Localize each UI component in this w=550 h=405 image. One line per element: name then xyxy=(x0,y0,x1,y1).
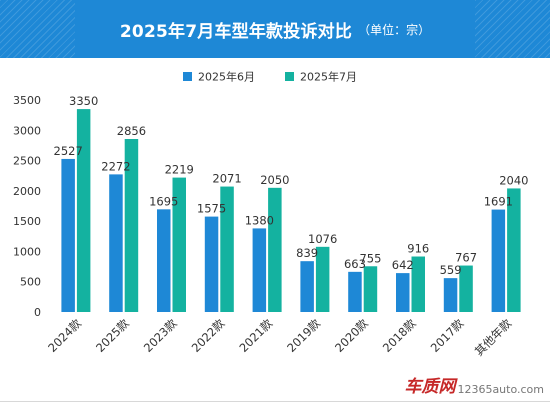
bar xyxy=(204,216,219,312)
data-label: 1691 xyxy=(484,195,513,209)
legend-swatch-2 xyxy=(285,72,294,81)
data-label: 2527 xyxy=(54,144,83,158)
chart-title-unit: （单位：宗） xyxy=(358,22,431,37)
x-tick-label: 2024款 xyxy=(45,316,84,355)
y-tick-label: 2000 xyxy=(13,185,41,198)
chart-title: 2025年7月车型年款投诉对比 （单位：宗） xyxy=(0,0,550,58)
bar xyxy=(157,209,171,312)
title-banner: 2025年7月车型年款投诉对比 （单位：宗） xyxy=(0,0,550,58)
bar xyxy=(348,271,362,312)
legend-label-1: 2025年6月 xyxy=(198,70,255,84)
banner-stripe-left xyxy=(0,0,75,58)
legend: 2025年6月 2025年7月 xyxy=(183,70,357,84)
chart-area: 2025年6月 2025年7月 0 500 1000 1500 2000 2500 3000 3… xyxy=(0,58,550,402)
data-label: 767 xyxy=(455,251,477,265)
chart-title-main: 2025年7月车型年款投诉对比 xyxy=(119,21,353,42)
x-tick-label: 其他年款 xyxy=(472,316,515,359)
bar xyxy=(124,139,139,312)
y-tick-label: 3000 xyxy=(13,124,41,137)
watermark-brand: 车质网 xyxy=(404,377,456,397)
x-tick-label: 2021款 xyxy=(236,316,275,355)
x-tick-label: 2018款 xyxy=(380,316,419,355)
x-axis: 2024款 2025款 2023款 2022款 2021款 2019款 2020款 2018款… xyxy=(45,316,514,359)
bar xyxy=(507,188,521,312)
bar xyxy=(61,158,75,312)
bar-series xyxy=(61,109,521,312)
banner-stripe-right xyxy=(475,0,550,58)
bar xyxy=(268,187,282,312)
y-tick-label: 500 xyxy=(20,276,41,289)
bar xyxy=(76,109,91,312)
x-tick-label: 2022款 xyxy=(189,316,228,355)
data-label: 2050 xyxy=(260,173,289,187)
data-label: 1695 xyxy=(149,194,178,208)
y-tick-label: 3500 xyxy=(13,94,41,107)
x-tick-label: 2019款 xyxy=(284,316,323,355)
x-tick-label: 2017款 xyxy=(428,316,467,355)
bar xyxy=(396,273,410,312)
y-tick-label: 1000 xyxy=(13,245,41,258)
data-label: 1076 xyxy=(308,232,337,246)
legend-swatch-1 xyxy=(183,72,192,81)
data-label: 2272 xyxy=(101,159,130,173)
bar xyxy=(300,261,314,312)
data-labels: 2527 3350 2272 2856 1695 2219 1575 2071 1380 2050… xyxy=(54,94,529,277)
data-label: 2219 xyxy=(165,163,194,177)
x-tick-label: 2020款 xyxy=(332,316,371,355)
watermark-url: 12365auto.com xyxy=(457,383,544,396)
y-axis: 0 500 1000 1500 2000 2500 3000 3500 xyxy=(13,94,41,319)
data-label: 839 xyxy=(296,246,318,260)
data-label: 663 xyxy=(344,257,366,271)
watermark-logo: 车质网 12365auto.com xyxy=(404,375,544,397)
data-label: 2040 xyxy=(499,173,528,187)
x-tick-label: 2025款 xyxy=(93,316,132,355)
y-tick-label: 2500 xyxy=(13,155,41,168)
x-tick-label: 2023款 xyxy=(141,316,180,355)
bar-chart: 2025年6月 2025年7月 0 500 1000 1500 2000 2500 3000 3… xyxy=(13,70,529,359)
legend-label-2: 2025年7月 xyxy=(300,70,357,84)
data-label: 916 xyxy=(407,242,429,256)
bar xyxy=(252,228,267,312)
bar xyxy=(491,209,506,312)
data-label: 1380 xyxy=(245,213,274,227)
data-label: 2856 xyxy=(117,124,146,138)
data-label: 2071 xyxy=(212,172,241,186)
data-label: 3350 xyxy=(69,94,98,108)
bar xyxy=(172,177,186,312)
bar xyxy=(109,174,123,312)
bar xyxy=(443,278,458,312)
y-tick-label: 0 xyxy=(34,306,41,319)
bar xyxy=(315,246,330,312)
data-label: 755 xyxy=(359,251,381,265)
bar xyxy=(220,186,234,312)
data-label: 1575 xyxy=(197,202,226,216)
y-tick-label: 1500 xyxy=(13,215,41,228)
bar xyxy=(411,256,425,312)
data-label: 642 xyxy=(392,258,414,272)
bar xyxy=(363,266,378,312)
bar xyxy=(459,265,473,312)
data-label: 559 xyxy=(440,263,462,277)
